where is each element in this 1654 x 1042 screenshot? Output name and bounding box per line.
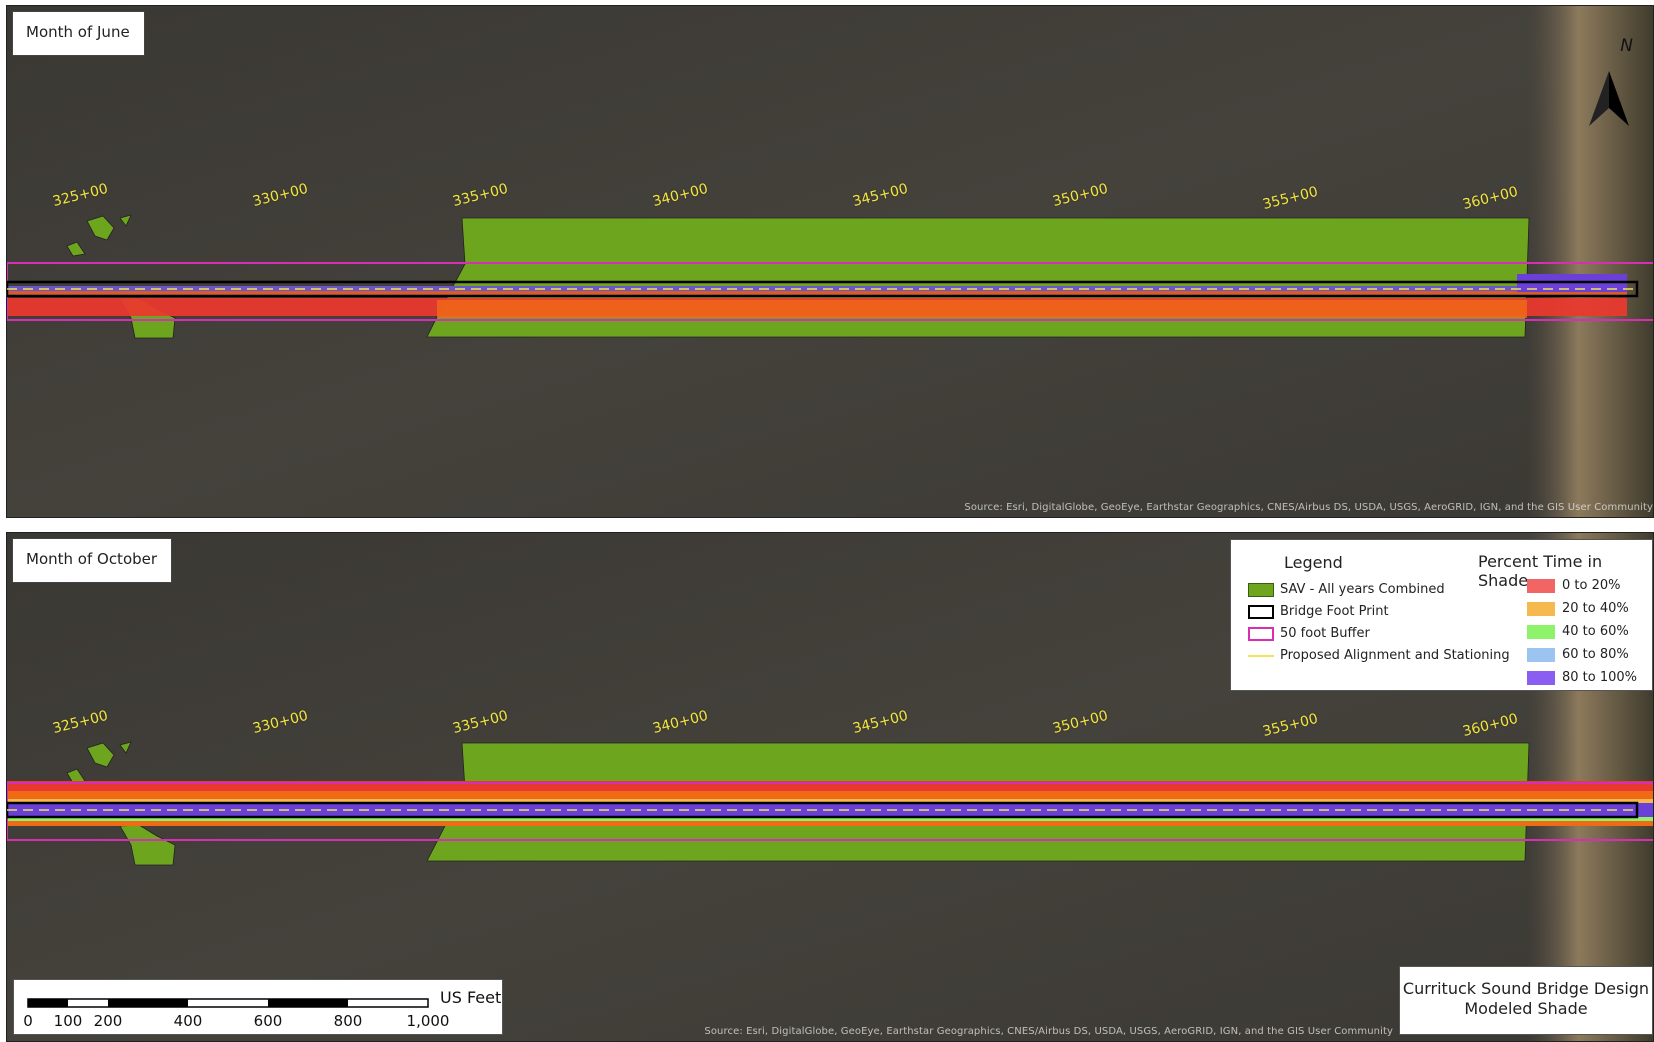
legend-swatch-footprint	[1248, 604, 1274, 619]
map-panel-october[interactable]: Month of October 325+00 330+00 335+00 34…	[6, 532, 1654, 1042]
scale-tick: 100	[53, 1012, 83, 1030]
map-canvas-june	[7, 6, 1653, 517]
scale-bar: US Feet 0 100 200 400 600 800 1,000	[13, 979, 503, 1035]
legend-label: Bridge Foot Print	[1280, 604, 1389, 619]
legend-label: 50 foot Buffer	[1280, 626, 1370, 641]
legend-pct-item: 80 to 100%	[1527, 670, 1637, 685]
legend-pct-item: 60 to 80%	[1527, 647, 1629, 662]
bridge-footprint	[7, 280, 1639, 298]
attribution-text: Source: Esri, DigitalGlobe, GeoEye, Eart…	[704, 1026, 1393, 1037]
legend-pct-label: 40 to 60%	[1562, 624, 1629, 639]
scale-tick: 600	[253, 1012, 283, 1030]
legend-title: Legend	[1284, 553, 1343, 572]
legend-pct-label: 20 to 40%	[1562, 601, 1629, 616]
panel-title: Month of October	[12, 538, 173, 583]
legend-swatch-buffer	[1248, 626, 1274, 641]
legend-pct-item: 40 to 60%	[1527, 624, 1629, 639]
scale-tick: 800	[333, 1012, 363, 1030]
design-title-line1: Currituck Sound Bridge Design	[1402, 979, 1650, 998]
legend-pct-swatch	[1527, 670, 1555, 685]
design-title-box: Currituck Sound Bridge Design Modeled Sh…	[1399, 966, 1653, 1035]
legend-pct-swatch	[1527, 647, 1555, 662]
scale-tick: 1,000	[406, 1012, 450, 1030]
map-panel-june[interactable]: Month of June 325+00 330+00 335+00 340+0…	[6, 5, 1654, 518]
legend-label: SAV - All years Combined	[1280, 582, 1445, 597]
scale-bar-graphic	[27, 998, 429, 1008]
legend-pct-label: 60 to 80%	[1562, 647, 1629, 662]
legend-item-footprint: Bridge Foot Print	[1248, 604, 1389, 619]
legend-pct-item: 0 to 20%	[1527, 578, 1620, 593]
design-title-line2: Modeled Shade	[1464, 999, 1588, 1018]
scale-unit: US Feet	[440, 988, 502, 1007]
scale-tick: 0	[23, 1012, 33, 1030]
map-legend: Legend Percent Time in Shade SAV - All y…	[1230, 539, 1653, 691]
legend-item-alignment: Proposed Alignment and Stationing	[1248, 648, 1510, 663]
legend-pct-swatch	[1527, 601, 1555, 616]
legend-item-sav: SAV - All years Combined	[1248, 582, 1445, 597]
buffer-outline	[7, 782, 1653, 841]
buffer-outline	[7, 262, 1653, 321]
bridge-footprint	[7, 801, 1639, 819]
scale-tick: 400	[173, 1012, 203, 1030]
attribution-text: Source: Esri, DigitalGlobe, GeoEye, Eart…	[964, 502, 1653, 513]
legend-pct-item: 20 to 40%	[1527, 601, 1629, 616]
scale-tick: 200	[93, 1012, 123, 1030]
legend-swatch-sav	[1248, 582, 1274, 597]
legend-label: Proposed Alignment and Stationing	[1280, 648, 1510, 663]
legend-percent-title: Percent Time in Shade	[1478, 552, 1603, 590]
legend-swatch-alignment	[1248, 654, 1274, 657]
panel-title: Month of June	[12, 11, 145, 56]
north-arrow-icon	[1589, 71, 1629, 126]
legend-pct-label: 80 to 100%	[1562, 670, 1638, 685]
legend-pct-swatch	[1527, 624, 1555, 639]
north-arrow: N	[1587, 36, 1633, 131]
legend-item-buffer: 50 foot Buffer	[1248, 626, 1370, 641]
legend-pct-swatch	[1527, 578, 1555, 593]
north-label: N	[1620, 36, 1633, 56]
legend-pct-label: 0 to 20%	[1562, 578, 1621, 593]
shoreline	[1527, 6, 1653, 517]
